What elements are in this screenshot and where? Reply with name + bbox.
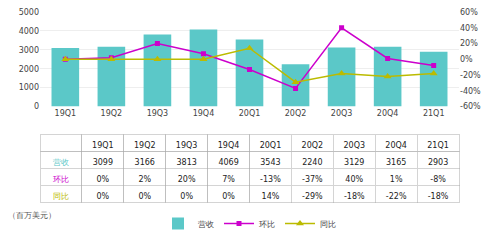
svg-text:3165: 3165 [386,158,406,167]
svg-text:19Q4: 19Q4 [193,109,215,118]
svg-text:20Q4: 20Q4 [385,141,407,150]
svg-text:20Q3: 20Q3 [331,109,353,118]
svg-text:-29%: -29% [302,192,323,201]
svg-text:-8%: -8% [430,175,446,184]
svg-text:-37%: -37% [302,175,323,184]
svg-text:3000: 3000 [19,46,39,55]
svg-text:营收: 营收 [53,158,69,167]
svg-text:19Q2: 19Q2 [134,141,156,150]
svg-text:20%: 20% [178,175,196,184]
svg-text:19Q4: 19Q4 [218,141,240,150]
svg-text:20Q1: 20Q1 [260,141,282,150]
svg-text:60%: 60% [460,8,478,17]
svg-text:1000: 1000 [19,83,39,92]
svg-text:19Q2: 19Q2 [101,109,123,118]
svg-text:环比: 环比 [53,175,69,184]
svg-text:同比: 同比 [53,192,69,201]
svg-text:0%: 0% [180,192,193,201]
svg-text:7%: 7% [222,175,235,184]
svg-text:20Q4: 20Q4 [377,109,399,118]
svg-text:21Q1: 21Q1 [423,109,445,118]
svg-text:环比: 环比 [259,220,275,229]
svg-text:0%: 0% [96,192,109,201]
svg-text:19Q3: 19Q3 [147,109,169,118]
svg-text:3099: 3099 [93,158,113,167]
svg-text:19Q3: 19Q3 [176,141,198,150]
svg-text:40%: 40% [345,175,363,184]
svg-text:-18%: -18% [428,192,449,201]
svg-text:2240: 2240 [302,158,322,167]
svg-text:20Q1: 20Q1 [239,109,261,118]
svg-text:同比: 同比 [320,220,336,229]
svg-text:0%: 0% [138,192,151,201]
svg-text:-40%: -40% [460,87,481,96]
svg-text:-13%: -13% [260,175,281,184]
svg-text:0: 0 [34,102,39,111]
svg-text:2000: 2000 [19,65,39,74]
svg-text:19Q1: 19Q1 [92,141,114,150]
svg-text:-22%: -22% [386,192,407,201]
svg-text:40%: 40% [460,24,478,33]
svg-text:21Q1: 21Q1 [427,141,449,150]
svg-text:19Q1: 19Q1 [55,109,77,118]
svg-text:3129: 3129 [344,158,364,167]
svg-text:0%: 0% [222,192,235,201]
svg-text:2903: 2903 [428,158,448,167]
svg-text:20Q3: 20Q3 [343,141,365,150]
svg-text:-60%: -60% [460,102,481,111]
svg-text:（百万美元）: （百万美元） [8,211,56,220]
svg-text:0%: 0% [96,175,109,184]
svg-text:3166: 3166 [135,158,155,167]
svg-text:14%: 14% [262,192,280,201]
svg-text:5000: 5000 [19,8,39,17]
svg-text:0%: 0% [460,55,473,64]
svg-text:20Q2: 20Q2 [285,109,307,118]
svg-text:1%: 1% [390,175,403,184]
svg-text:20%: 20% [460,39,478,48]
svg-text:3543: 3543 [260,158,280,167]
svg-text:-20%: -20% [460,71,481,80]
svg-text:营收: 营收 [198,220,214,229]
svg-text:2%: 2% [138,175,151,184]
svg-text:20Q2: 20Q2 [302,141,324,150]
svg-text:-18%: -18% [344,192,365,201]
svg-text:4069: 4069 [218,158,238,167]
svg-text:4000: 4000 [19,27,39,36]
svg-text:3813: 3813 [176,158,196,167]
